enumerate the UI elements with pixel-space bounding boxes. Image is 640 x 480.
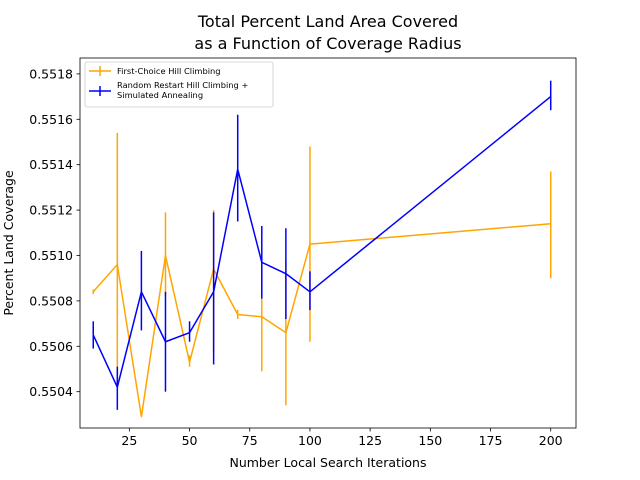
x-tick-label: 200 bbox=[539, 433, 563, 448]
y-tick-label: 0.5506 bbox=[29, 339, 73, 354]
x-tick-label: 25 bbox=[121, 433, 137, 448]
plot-frame bbox=[79, 57, 577, 429]
x-tick-label: 150 bbox=[418, 433, 442, 448]
series-0 bbox=[92, 132, 552, 418]
chart-title-line-1: Total Percent Land Area Covered bbox=[197, 12, 458, 31]
legend-label-random-restart: Random Restart Hill Climbing + Simulated … bbox=[117, 80, 248, 100]
x-axis: 25 50 75 100 125 150 175 200 bbox=[121, 428, 563, 448]
y-tick-label: 0.5504 bbox=[29, 384, 73, 399]
legend: First-Choice Hill Climbing Random Restar… bbox=[84, 61, 274, 108]
y-tick-label: 0.5514 bbox=[29, 157, 73, 172]
y-tick-label: 0.5516 bbox=[29, 112, 73, 127]
series-0-line bbox=[92, 222, 551, 418]
x-tick-label: 100 bbox=[298, 433, 322, 448]
legend-frame bbox=[84, 61, 274, 108]
x-tick-label: 175 bbox=[479, 433, 503, 448]
series-1-line bbox=[92, 96, 552, 388]
x-tick-label: 50 bbox=[182, 433, 198, 448]
x-axis-label: Number Local Search Iterations bbox=[229, 455, 426, 470]
y-axis-label: Percent Land Coverage bbox=[1, 170, 16, 316]
chart-title-line-2: as a Function of Coverage Radius bbox=[194, 34, 461, 53]
y-tick-label: 0.5512 bbox=[29, 203, 73, 218]
series-1 bbox=[92, 80, 552, 410]
legend-label-first-choice: First-Choice Hill Climbing bbox=[117, 66, 221, 76]
x-tick-label: 75 bbox=[242, 433, 258, 448]
x-tick-label: 125 bbox=[358, 433, 382, 448]
y-tick-label: 0.5508 bbox=[29, 293, 73, 308]
y-axis: 0.5504 0.5506 0.5508 0.5510 0.5512 0.5514 0.55… bbox=[29, 66, 80, 399]
plot-area bbox=[92, 80, 552, 418]
y-tick-label: 0.5510 bbox=[29, 248, 73, 263]
y-tick-label: 0.5518 bbox=[29, 66, 73, 81]
